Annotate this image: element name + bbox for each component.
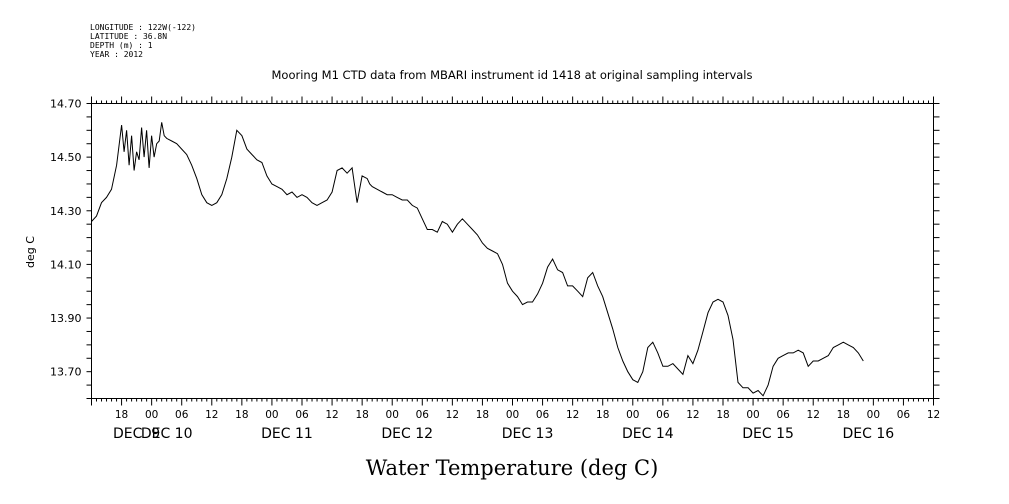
y-tick-label: 14.50 bbox=[50, 151, 82, 164]
y-tick-label: 13.70 bbox=[50, 366, 82, 379]
latitude-label: LATITUDE : 36.8N bbox=[90, 32, 167, 41]
x-hour-label: 00 bbox=[867, 409, 880, 421]
x-hour-label: 06 bbox=[776, 409, 790, 421]
plot-frame bbox=[91, 103, 934, 399]
x-hour-label: 06 bbox=[175, 409, 189, 421]
x-day-label: DEC 9 bbox=[113, 426, 160, 442]
x-day-label: DEC 12 bbox=[381, 426, 433, 442]
x-hour-label: 12 bbox=[927, 409, 940, 421]
x-hour-label: 00 bbox=[506, 409, 519, 421]
x-hour-label: 18 bbox=[596, 409, 609, 421]
x-day-label: DEC 13 bbox=[502, 426, 554, 442]
depth-label: DEPTH (m) : 1 bbox=[90, 41, 153, 50]
y-tick-label: 14.70 bbox=[50, 98, 82, 111]
longitude-label: LONGITUDE : 122W(-122) bbox=[90, 23, 196, 32]
x-hour-label: 06 bbox=[656, 409, 670, 421]
x-hour-label: 12 bbox=[446, 409, 459, 421]
x-hour-label: 06 bbox=[897, 409, 911, 421]
x-hour-label: 18 bbox=[115, 409, 128, 421]
x-hour-label: 12 bbox=[325, 409, 338, 421]
x-axis-label: Water Temperature (deg C) bbox=[366, 456, 659, 480]
x-hour-labels: 18 00 06 12 18 00 06 12 18 00 06 12 18 00 06 12 18 00 06 12… bbox=[115, 409, 940, 421]
x-hour-label: 18 bbox=[837, 409, 850, 421]
x-hour-label: 18 bbox=[355, 409, 368, 421]
x-day-label: DEC 15 bbox=[742, 426, 794, 442]
x-hour-label: 00 bbox=[145, 409, 158, 421]
x-day-label: DEC 16 bbox=[843, 426, 895, 442]
x-hour-label: 00 bbox=[386, 409, 399, 421]
y-tick-label: 13.90 bbox=[50, 312, 82, 325]
year-label: YEAR : 2012 bbox=[90, 50, 143, 59]
x-hour-label: 12 bbox=[807, 409, 820, 421]
x-hour-label: 00 bbox=[265, 409, 278, 421]
x-hour-label: 12 bbox=[686, 409, 699, 421]
y-axis-label: deg C bbox=[24, 236, 37, 268]
x-hour-label: 12 bbox=[205, 409, 218, 421]
x-hour-label: 06 bbox=[416, 409, 430, 421]
x-day-label: DEC 11 bbox=[261, 426, 313, 442]
x-hour-label: 18 bbox=[235, 409, 248, 421]
y-tick-label: 14.10 bbox=[50, 258, 82, 271]
x-hour-label: 00 bbox=[746, 409, 759, 421]
x-hour-label: 06 bbox=[536, 409, 550, 421]
axis-ticks bbox=[86, 96, 940, 406]
x-hour-label: 00 bbox=[626, 409, 639, 421]
x-day-label: DEC 10 bbox=[141, 426, 193, 442]
chart-title: Mooring M1 CTD data from MBARI instrumen… bbox=[272, 68, 753, 82]
x-hour-label: 18 bbox=[476, 409, 489, 421]
y-tick-label: 14.30 bbox=[50, 205, 82, 218]
water-temperature-line bbox=[91, 122, 864, 397]
x-hour-label: 18 bbox=[716, 409, 729, 421]
x-hour-label: 06 bbox=[295, 409, 309, 421]
y-tick-labels: 14.70 14.50 14.30 14.10 13.90 13.70 bbox=[50, 98, 82, 379]
x-day-label: DEC 14 bbox=[622, 426, 674, 442]
x-hour-label: 12 bbox=[566, 409, 579, 421]
